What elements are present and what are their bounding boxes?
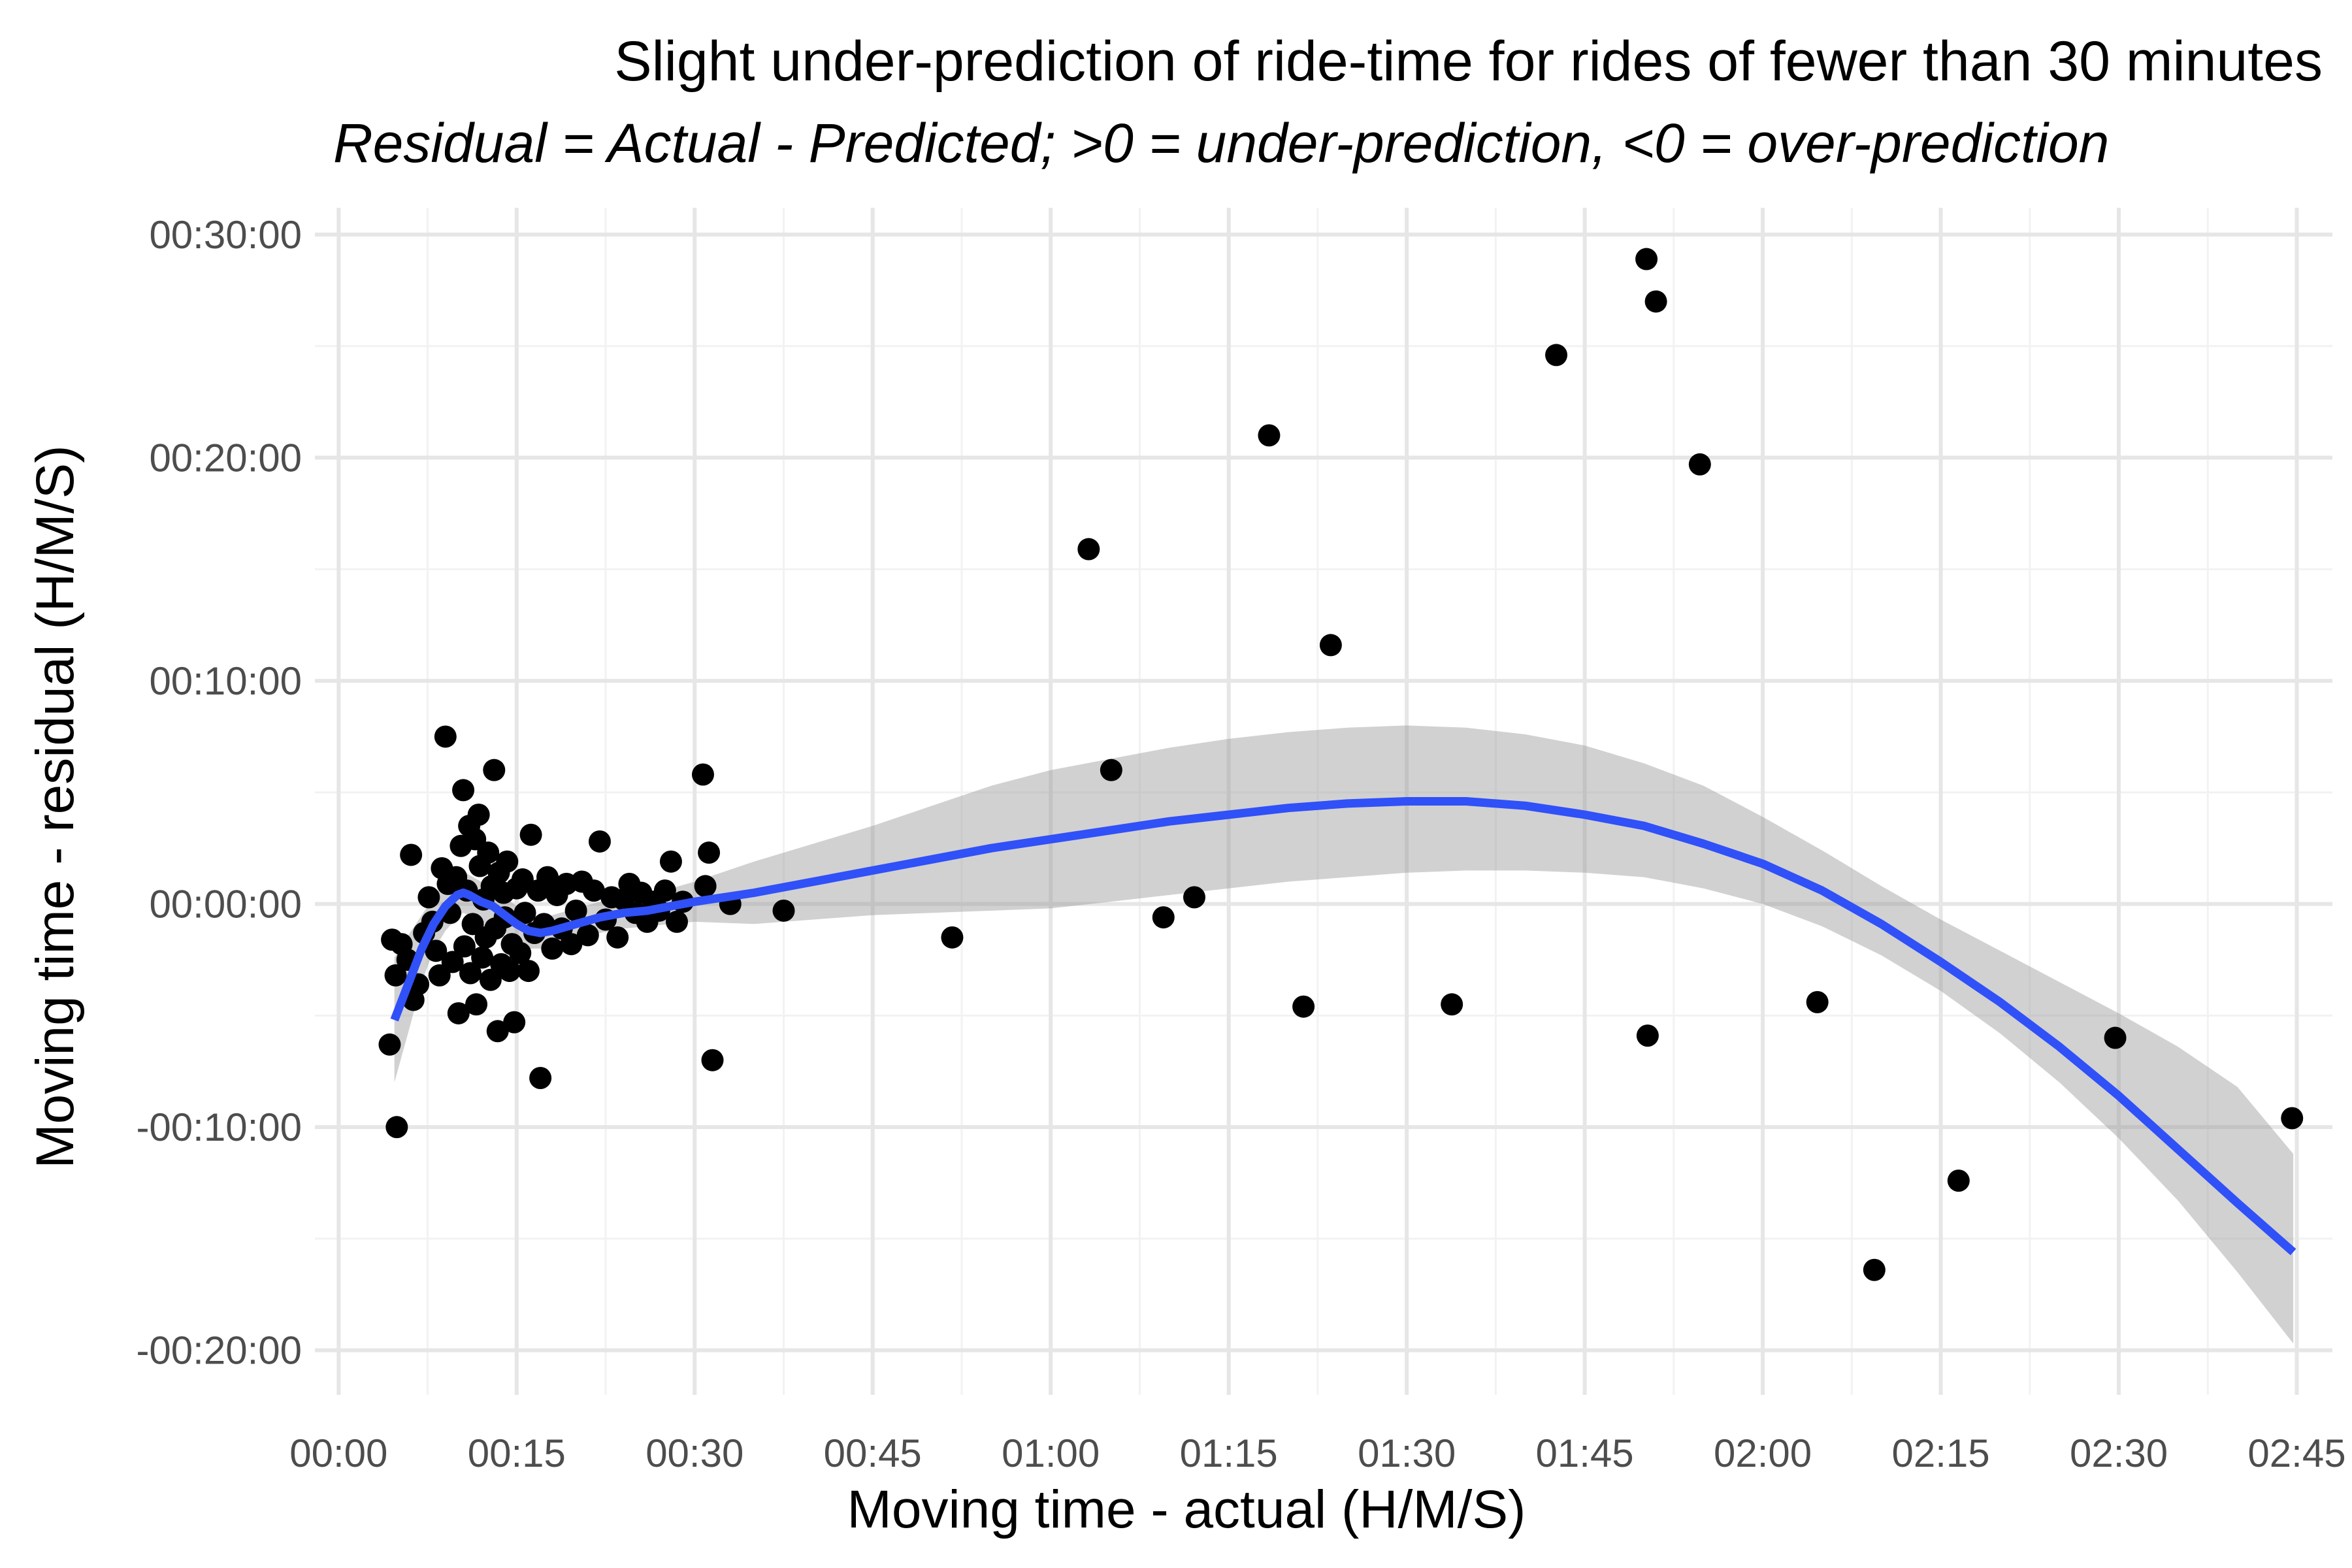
y-tick-label: -00:10:00 [136, 1105, 302, 1149]
confidence-band [394, 725, 2294, 1344]
data-point [378, 1033, 401, 1056]
x-tick-label: 01:30 [1358, 1431, 1456, 1475]
data-point [447, 1002, 470, 1024]
data-point [514, 902, 536, 924]
y-axis-tick-labels: 00:30:00 00:20:00 00:10:00 00:00:00 -00:10:0… [136, 213, 302, 1373]
data-point [1636, 1024, 1659, 1047]
data-point [1077, 538, 1100, 561]
data-point [941, 926, 964, 949]
y-tick-label: 00:10:00 [149, 659, 302, 703]
x-tick-label: 02:00 [1714, 1431, 1812, 1475]
x-tick-label: 01:00 [1002, 1431, 1100, 1475]
loess-smooth-line [390, 797, 2296, 1256]
data-point [467, 803, 490, 826]
data-point [477, 841, 500, 864]
data-point [425, 939, 448, 962]
x-tick-label: 00:00 [289, 1431, 387, 1475]
data-point [564, 899, 587, 922]
data-point [1100, 759, 1122, 781]
data-point [483, 759, 506, 781]
data-point [1292, 995, 1315, 1018]
data-point [519, 823, 542, 846]
data-point [496, 850, 519, 873]
chart-title: Slight under-prediction of ride-time for… [614, 30, 2323, 93]
data-point [691, 763, 714, 786]
y-axis-title: Moving time - residual (H/M/S) [25, 445, 85, 1168]
data-point [471, 946, 494, 969]
data-point [465, 993, 488, 1016]
data-point [503, 1011, 526, 1034]
data-point [582, 879, 605, 902]
smooth-line [390, 797, 2296, 1256]
x-tick-label: 00:15 [468, 1431, 566, 1475]
x-tick-label: 02:30 [2070, 1431, 2168, 1475]
data-point [1806, 990, 1829, 1013]
data-point [517, 960, 540, 983]
data-point [1644, 290, 1667, 313]
y-tick-label: -00:20:00 [136, 1329, 302, 1373]
data-point [588, 830, 611, 853]
confidence-ribbon [394, 725, 2294, 1344]
data-point [441, 951, 464, 973]
data-point [1152, 906, 1175, 929]
data-point [772, 899, 795, 922]
data-point [417, 886, 440, 909]
data-point [536, 866, 559, 889]
y-tick-label: 00:30:00 [149, 213, 302, 257]
data-point [511, 868, 534, 891]
data-point [1319, 634, 1342, 657]
data-point [434, 725, 457, 748]
data-point [498, 960, 521, 983]
x-tick-label: 00:45 [824, 1431, 922, 1475]
data-point [1545, 344, 1568, 367]
x-tick-label: 02:45 [2247, 1431, 2345, 1475]
data-point [606, 926, 629, 949]
data-point [694, 875, 717, 898]
data-point [1441, 993, 1463, 1016]
x-tick-label: 01:45 [1536, 1431, 1634, 1475]
y-tick-label: 00:00:00 [149, 883, 302, 926]
x-tick-label: 00:30 [645, 1431, 743, 1475]
data-point [1947, 1169, 1970, 1192]
data-point [529, 1067, 552, 1090]
data-point [1863, 1258, 1886, 1281]
grid-lines [315, 208, 2332, 1395]
data-point [1183, 886, 1206, 909]
data-point [1688, 453, 1711, 476]
x-axis-tick-labels: 00:00 00:15 00:30 00:45 01:00 01:15 01:30 01:45… [289, 1431, 2345, 1475]
data-point [541, 937, 564, 960]
data-point [560, 933, 583, 956]
x-tick-label: 02:15 [1891, 1431, 1989, 1475]
data-point [2104, 1026, 2127, 1049]
data-points [378, 248, 2304, 1281]
chart-subtitle: Residual = Actual - Predicted; >0 = unde… [333, 112, 2109, 174]
data-point [479, 968, 502, 991]
x-tick-label: 01:15 [1180, 1431, 1278, 1475]
data-point [701, 1049, 724, 1071]
data-point [385, 1116, 408, 1139]
data-point [1635, 248, 1658, 270]
data-point [509, 941, 532, 964]
data-point [452, 779, 475, 802]
data-point [453, 935, 476, 958]
data-point [459, 962, 482, 985]
data-point [2281, 1107, 2304, 1130]
data-point [384, 964, 407, 987]
data-point [659, 850, 682, 873]
x-axis-title: Moving time - actual (H/M/S) [847, 1480, 1526, 1539]
data-point [576, 924, 599, 947]
data-point [698, 841, 721, 864]
data-point [486, 1020, 509, 1043]
data-point [666, 910, 689, 933]
data-point [653, 879, 676, 902]
data-point [1258, 424, 1281, 447]
y-tick-label: 00:20:00 [149, 436, 302, 480]
data-point [400, 843, 423, 866]
